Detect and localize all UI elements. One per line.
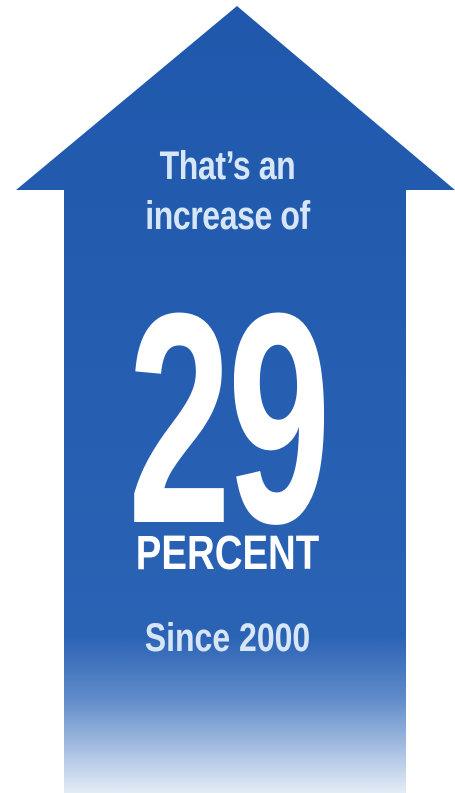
intro-text-line-1: That’s an <box>159 144 296 188</box>
since-text: Since 2000 <box>144 616 311 660</box>
intro-text-line-2: increase of <box>145 194 310 238</box>
stat-value: 29 <box>127 250 331 586</box>
stat-unit: PERCENT <box>135 527 320 580</box>
arrow-shape <box>16 6 455 793</box>
